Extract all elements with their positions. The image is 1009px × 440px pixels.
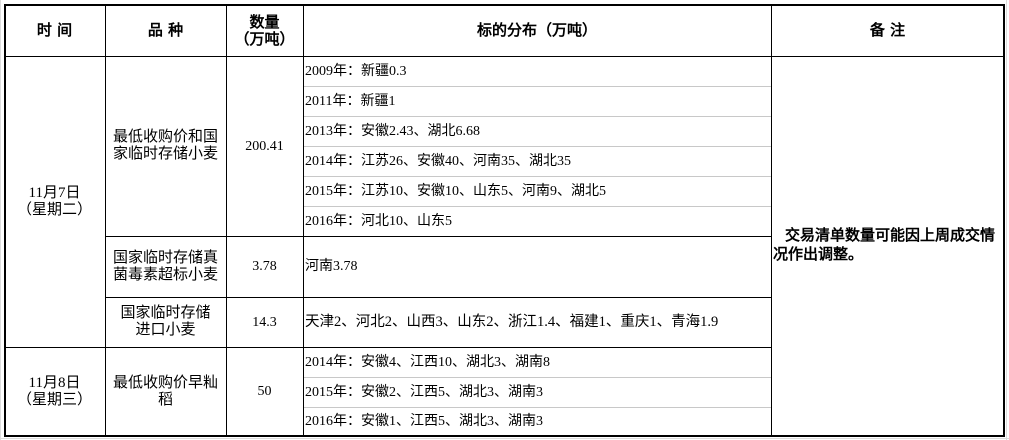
distribution-row: 河南3.78	[305, 259, 358, 274]
quantity-cell: 200.41	[245, 138, 284, 154]
header-time: 时 间	[36, 21, 73, 39]
distribution-row: 天津2、河北2、山西3、山东2、浙江1.4、福建1、重庆1、青海1.9	[305, 313, 719, 330]
variety-cell: 最低收购价早籼稻	[112, 374, 218, 408]
distribution-row: 2016年：河北10、山东5	[305, 213, 452, 229]
distribution-row: 2015年：安徽2、江西5、湖北3、湖南3	[305, 384, 543, 400]
distribution-row: 2014年：江苏26、安徽40、河南35、湖北35	[305, 153, 571, 169]
variety-cell: 最低收购价和国家临时存储小麦	[112, 129, 218, 162]
distribution-row: 2013年：安徽2.43、湖北6.68	[305, 123, 480, 139]
distribution-row: 2014年：安徽4、江西10、湖北3、湖南8	[305, 354, 550, 370]
distribution-row: 2016年：安徽1、江西5、湖北3、湖南3	[305, 414, 543, 429]
header-quantity: 数量 （万吨）	[234, 12, 295, 48]
remarks-cell: 交易清单数量可能因上周成交情况作出调整。	[773, 226, 996, 263]
distribution-row: 2009年：新疆0.3	[305, 63, 407, 79]
distribution-row: 2011年：新疆1	[305, 93, 396, 109]
quantity-cell: 3.78	[252, 259, 277, 274]
header-remarks: 备 注	[869, 21, 906, 39]
quantity-cell: 50	[257, 384, 272, 399]
distribution-row: 2015年：江苏10、安徽10、山东5、河南9、湖北5	[305, 183, 606, 199]
date-cell: 11月8日 （星期三）	[16, 374, 92, 408]
variety-cell: 国家临时存储进口小麦	[120, 305, 211, 338]
quantity-cell: 14.3	[252, 314, 277, 330]
variety-cell: 国家临时存储真菌毒素超标小麦	[112, 249, 218, 283]
date-cell: 11月7日 （星期二）	[16, 184, 92, 218]
header-variety: 品 种	[147, 21, 184, 39]
header-distribution: 标的分布（万吨）	[476, 21, 597, 39]
